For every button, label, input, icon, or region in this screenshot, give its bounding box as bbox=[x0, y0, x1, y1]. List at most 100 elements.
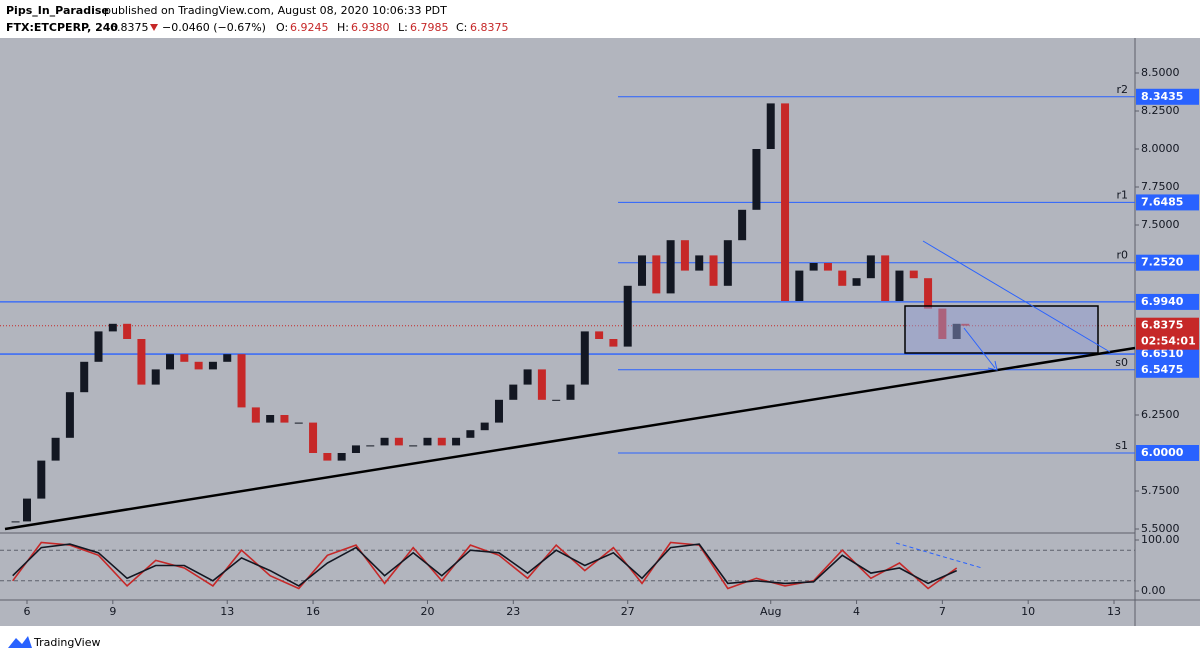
x-tick-label: 13 bbox=[220, 605, 234, 618]
level-label: 7.2520 bbox=[1141, 256, 1184, 269]
candle bbox=[595, 331, 604, 339]
candle bbox=[51, 437, 60, 461]
candle bbox=[709, 255, 718, 286]
current-label: 6.8375 bbox=[1141, 319, 1183, 332]
candle bbox=[237, 354, 246, 408]
level-name: s0 bbox=[1115, 356, 1128, 369]
arrow bbox=[963, 327, 996, 369]
h-label: H: bbox=[337, 21, 349, 34]
candle bbox=[909, 270, 918, 279]
y-tick-label: 6.2500 bbox=[1141, 408, 1180, 421]
brand: TradingView bbox=[33, 636, 100, 649]
candle bbox=[924, 278, 933, 309]
level-tag bbox=[1136, 346, 1199, 363]
candle bbox=[494, 399, 503, 423]
candle bbox=[151, 369, 160, 385]
candle bbox=[280, 415, 289, 423]
footer-bg bbox=[0, 626, 1200, 660]
candle bbox=[852, 278, 861, 286]
y-tick-label: 5.5000 bbox=[1141, 522, 1180, 535]
osc-tick-label: 0.00 bbox=[1141, 584, 1166, 597]
current-tag bbox=[1136, 317, 1199, 350]
level-tag bbox=[1136, 361, 1199, 378]
level-name: r0 bbox=[1116, 249, 1128, 262]
y-tick-label: 8.0000 bbox=[1141, 142, 1180, 155]
candle bbox=[337, 453, 346, 461]
candle bbox=[11, 521, 20, 523]
level-label: 6.5475 bbox=[1141, 363, 1183, 376]
o-label: O: bbox=[276, 21, 288, 34]
publisher: Pips_In_Paradise bbox=[6, 4, 109, 17]
change: −0.0460 (−0.67%) bbox=[162, 21, 266, 34]
x-tick-label: Aug bbox=[760, 605, 781, 618]
osc-line bbox=[12, 543, 958, 587]
candle bbox=[738, 209, 747, 241]
o: 6.9245 bbox=[290, 21, 329, 34]
x-tick-label: 10 bbox=[1021, 605, 1035, 618]
candle bbox=[351, 445, 360, 453]
published: published on TradingView.com, August 08,… bbox=[104, 4, 447, 17]
candle bbox=[652, 255, 661, 294]
candle bbox=[108, 323, 117, 332]
candle bbox=[823, 263, 832, 271]
candle bbox=[523, 369, 532, 385]
l-label: L: bbox=[398, 21, 408, 34]
level-label: 7.6485 bbox=[1141, 195, 1183, 208]
y-tick-label: 7.5000 bbox=[1141, 218, 1180, 231]
osc-trend bbox=[895, 542, 983, 569]
last: 6.8375 bbox=[110, 21, 149, 34]
header-bg bbox=[0, 0, 1200, 38]
candle bbox=[566, 384, 575, 400]
countdown: 02:54:01 bbox=[1141, 335, 1196, 348]
x-tick-label: 6 bbox=[24, 605, 31, 618]
candle bbox=[537, 369, 546, 400]
level-tag bbox=[1136, 445, 1199, 461]
y-tick-label: 8.5000 bbox=[1141, 66, 1180, 79]
candle bbox=[366, 445, 375, 447]
symbol: FTX:ETCPERP, 240 bbox=[6, 21, 118, 34]
level-name: r1 bbox=[1116, 188, 1128, 201]
level-label: 6.9940 bbox=[1141, 295, 1184, 308]
candle bbox=[452, 437, 461, 446]
candle bbox=[552, 399, 561, 401]
candle bbox=[194, 361, 203, 370]
candle bbox=[466, 430, 475, 438]
level-tag bbox=[1136, 254, 1199, 271]
candle bbox=[266, 415, 275, 423]
candle bbox=[580, 331, 589, 385]
candle bbox=[65, 392, 74, 438]
candle bbox=[695, 255, 704, 271]
candle bbox=[294, 422, 303, 424]
candle bbox=[609, 339, 618, 347]
candle bbox=[180, 354, 189, 362]
candle bbox=[323, 453, 332, 461]
candle bbox=[251, 407, 260, 423]
x-tick-label: 13 bbox=[1107, 605, 1121, 618]
x-tick-label: 16 bbox=[306, 605, 320, 618]
x-tick-label: 9 bbox=[109, 605, 116, 618]
level-tag bbox=[1136, 194, 1199, 211]
candle bbox=[23, 498, 31, 522]
candle bbox=[781, 103, 790, 302]
candle bbox=[866, 255, 875, 279]
candle bbox=[394, 437, 403, 446]
arrow-head bbox=[987, 360, 998, 371]
down-trend bbox=[922, 240, 1111, 353]
candle bbox=[680, 240, 689, 271]
candle bbox=[509, 384, 518, 400]
candle bbox=[409, 445, 418, 447]
candle bbox=[80, 361, 89, 393]
plot: 8.50008.25008.00007.75007.50007.25006.25… bbox=[0, 66, 1199, 618]
level-name: s1 bbox=[1115, 439, 1128, 452]
x-tick-label: 23 bbox=[506, 605, 520, 618]
candle bbox=[638, 255, 647, 286]
logo bbox=[8, 636, 32, 648]
candle bbox=[223, 354, 232, 362]
down-arrow bbox=[150, 24, 158, 31]
x-tick-label: 20 bbox=[420, 605, 434, 618]
h: 6.9380 bbox=[351, 21, 390, 34]
y-tick-label: 7.7500 bbox=[1141, 180, 1180, 193]
osc-tick-label: 100.00 bbox=[1141, 533, 1180, 546]
c-label: C: bbox=[456, 21, 467, 34]
